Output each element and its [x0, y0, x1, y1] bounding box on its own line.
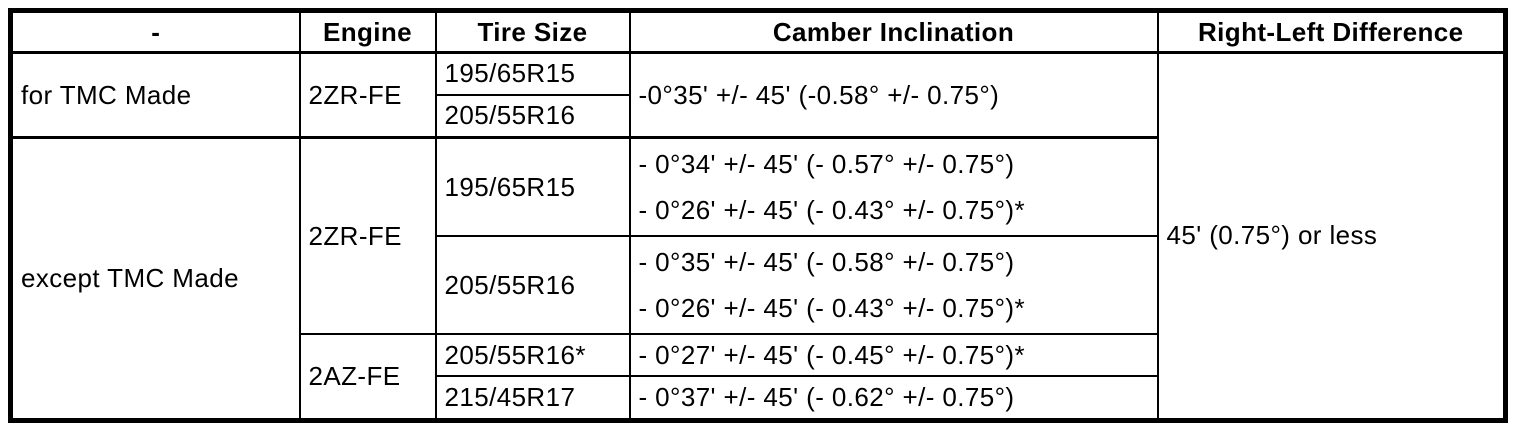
- table-row: 2AZ-FE 205/55R16* - 0°27' +/- 45' (- 0.4…: [11, 333, 1506, 421]
- cell-tire-205-55r16-tmc: 205/55R16: [434, 93, 631, 139]
- header-row: - Engine Tire Size Camber Inclination Ri…: [9, 9, 1507, 54]
- camber-two-values: - 0°35' +/- 45' (- 0.58° +/- 0.75°) - 0°…: [639, 239, 1151, 331]
- camber-value: - 0°34' +/- 45' (- 0.57° +/- 0.75°): [638, 148, 1015, 179]
- cell-group-except-tmc-made: except TMC Made: [9, 136, 301, 421]
- cell-tire-195-65r15-except: 195/65R15: [434, 136, 631, 237]
- camber-two-values: - 0°34' +/- 45' (- 0.57° +/- 0.75°) - 0°…: [639, 141, 1151, 233]
- cell-engine-2zr-fe-tmc: 2ZR-FE: [298, 51, 437, 139]
- cell-tire-195-65r15-tmc: 195/65R15: [434, 51, 631, 96]
- cell-engine-2zr-fe-except: 2ZR-FE: [298, 136, 437, 335]
- cell-tire-205-55r16-star: 205/55R16*: [434, 333, 631, 377]
- header-cell-camber-inclination: Camber Inclination: [628, 9, 1159, 54]
- cell-right-left-difference-value: 45' (0.75°) or less: [1156, 51, 1507, 421]
- cell-camber-2az-215: - 0°37' +/- 45' (- 0.62° +/- 0.75°): [628, 375, 1159, 421]
- header-cell-dash: -: [9, 9, 301, 54]
- table-row: 205/55R16 - 0°35' +/- 45' (- 0.58° +/- 0…: [11, 235, 1506, 335]
- table-row: 205/55R16: [11, 93, 1506, 139]
- header-cell-engine: Engine: [298, 9, 437, 54]
- cell-tire-215-45r17: 215/45R17: [434, 375, 631, 421]
- cell-group-for-tmc-made: for TMC Made: [9, 51, 301, 139]
- cell-engine-2az-fe: 2AZ-FE: [298, 333, 437, 421]
- camber-value: - 0°35' +/- 45' (- 0.58° +/- 0.75°): [638, 246, 1015, 277]
- cell-camber-except-195: - 0°34' +/- 45' (- 0.57° +/- 0.75°) - 0°…: [628, 136, 1159, 237]
- table-row: for TMC Made 2ZR-FE 195/65R15 -0°35' +/-…: [9, 51, 1507, 421]
- camber-specification-table: - Engine Tire Size Camber Inclination Ri…: [8, 8, 1508, 423]
- table-row: 215/45R17 - 0°37' +/- 45' (- 0.62° +/- 0…: [11, 375, 1506, 421]
- cell-camber-tmc: -0°35' +/- 45' (-0.58° +/- 0.75°): [628, 51, 1159, 139]
- cell-tire-205-55r16-except: 205/55R16: [434, 235, 631, 335]
- table-row: except TMC Made 2ZR-FE 195/65R15 - 0°34'…: [9, 136, 1506, 421]
- camber-value: - 0°26' +/- 45' (- 0.43° +/- 0.75°)*: [638, 194, 1025, 225]
- camber-value: - 0°26' +/- 45' (- 0.43° +/- 0.75°)*: [638, 292, 1025, 323]
- header-cell-right-left-difference: Right-Left Difference: [1156, 9, 1507, 54]
- cell-camber-except-205: - 0°35' +/- 45' (- 0.58° +/- 0.75°) - 0°…: [628, 235, 1159, 335]
- header-cell-tire-size: Tire Size: [434, 9, 631, 54]
- cell-camber-2az-205: - 0°27' +/- 45' (- 0.45° +/- 0.75°)*: [628, 333, 1159, 377]
